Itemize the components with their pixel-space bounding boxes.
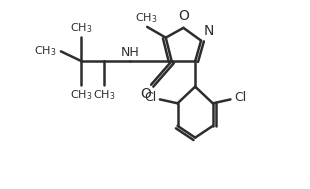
Text: Cl: Cl (234, 91, 246, 104)
Text: CH$_3$: CH$_3$ (70, 21, 93, 35)
Text: CH$_3$: CH$_3$ (70, 89, 93, 102)
Text: NH: NH (121, 46, 140, 59)
Text: Cl: Cl (144, 91, 156, 104)
Text: O: O (178, 9, 189, 23)
Text: CH$_3$: CH$_3$ (135, 11, 157, 25)
Text: O: O (140, 87, 151, 101)
Text: CH$_3$: CH$_3$ (93, 89, 115, 102)
Text: CH$_3$: CH$_3$ (34, 44, 57, 58)
Text: N: N (204, 24, 215, 38)
